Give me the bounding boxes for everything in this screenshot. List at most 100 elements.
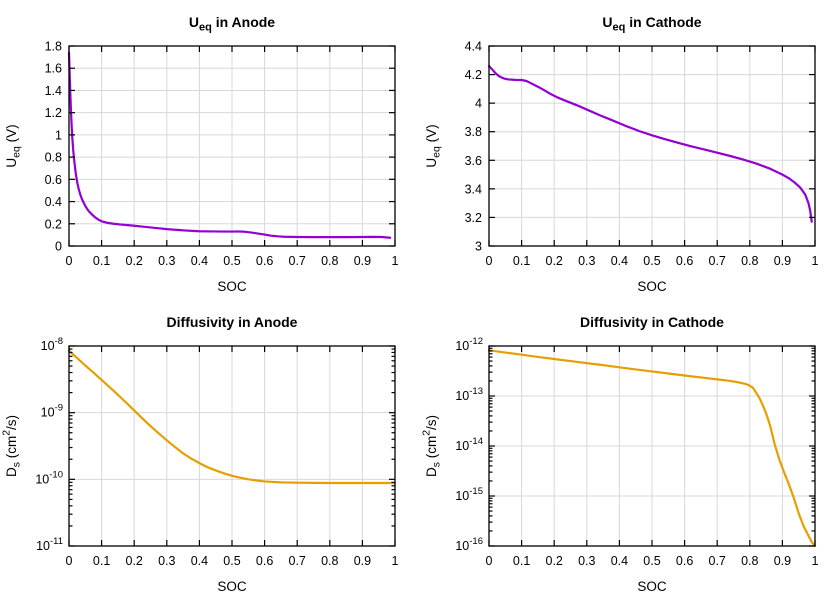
y-axis-label: Ds (cm2/s) <box>421 415 443 477</box>
svg-text:0.6: 0.6 <box>676 254 693 268</box>
chart-ueq-cathode: 0 0.1 0.2 0.3 0.4 0.5 0.6 0.7 0.8 0.9 1 3 3.2 3.4 3.6 3… <box>424 14 819 294</box>
x-axis-label: SOC <box>637 279 667 294</box>
svg-text:0.2: 0.2 <box>546 554 563 568</box>
svg-text:3.8: 3.8 <box>465 125 482 139</box>
svg-text:10-9: 10-9 <box>41 403 63 420</box>
tick-marks <box>68 45 396 247</box>
tick-marks <box>68 345 396 547</box>
y-axis-label: Ueq (V) <box>4 124 23 167</box>
x-tick-labels: 0 0.1 0.2 0.3 0.4 0.5 0.6 0.7 0.8 0.9 1 <box>66 254 399 268</box>
svg-text:10-10: 10-10 <box>35 469 63 486</box>
svg-text:1: 1 <box>55 128 62 142</box>
svg-text:0.4: 0.4 <box>611 554 628 568</box>
svg-text:10-15: 10-15 <box>455 486 483 503</box>
svg-text:10-8: 10-8 <box>41 336 63 353</box>
svg-text:10-13: 10-13 <box>455 386 483 403</box>
svg-text:0.3: 0.3 <box>578 254 595 268</box>
svg-text:0.2: 0.2 <box>546 254 563 268</box>
svg-text:0.1: 0.1 <box>513 554 530 568</box>
svg-text:1: 1 <box>392 554 399 568</box>
svg-text:0.8: 0.8 <box>321 254 338 268</box>
subplot-ueq-anode: 0 0.1 0.2 0.3 0.4 0.5 0.6 0.7 0.8 0.9 1 0 0.2 0.4 0.6 0… <box>0 0 420 300</box>
svg-text:1.6: 1.6 <box>45 62 62 76</box>
svg-text:0: 0 <box>486 254 493 268</box>
svg-text:0.5: 0.5 <box>643 254 660 268</box>
grid-lines <box>69 346 395 546</box>
svg-text:3.6: 3.6 <box>465 154 482 168</box>
svg-text:0.6: 0.6 <box>256 554 273 568</box>
curve-ueq-cathode <box>487 64 813 223</box>
svg-text:3: 3 <box>475 240 482 254</box>
grid-lines <box>489 46 815 246</box>
svg-text:0: 0 <box>66 254 73 268</box>
chart-diffusivity-anode: 0 0.1 0.2 0.3 0.4 0.5 0.6 0.7 0.8 0.9 110-810-910-… <box>1 314 399 594</box>
svg-text:0: 0 <box>55 240 62 254</box>
svg-text:0.1: 0.1 <box>513 254 530 268</box>
x-axis-label: SOC <box>217 579 247 594</box>
svg-text:0.1: 0.1 <box>93 554 110 568</box>
subplot-diffusivity-cathode: 0 0.1 0.2 0.3 0.4 0.5 0.6 0.7 0.8 0.9 1 10-12 10-13 1… <box>420 300 840 600</box>
svg-text:10-14: 10-14 <box>455 436 483 453</box>
svg-text:3.2: 3.2 <box>465 211 482 225</box>
svg-text:0.8: 0.8 <box>741 554 758 568</box>
svg-text:0.7: 0.7 <box>709 554 726 568</box>
svg-text:4.2: 4.2 <box>465 68 482 82</box>
svg-text:10-11: 10-11 <box>36 536 63 553</box>
y-tick-labels: 10-8 10-9 10-10 10-11 <box>35 336 63 553</box>
svg-text:10-12: 10-12 <box>455 336 483 353</box>
svg-text:0.4: 0.4 <box>611 254 628 268</box>
chart-title: Diffusivity in Cathode <box>580 314 724 330</box>
svg-text:0.5: 0.5 <box>643 554 660 568</box>
svg-text:0.2: 0.2 <box>126 554 143 568</box>
y-axis-label: Ds (cm2/s) <box>1 415 23 477</box>
grid-lines <box>489 346 815 546</box>
svg-text:0.7: 0.7 <box>289 254 306 268</box>
svg-text:1: 1 <box>812 554 819 568</box>
x-tick-labels: 0 0.1 0.2 0.3 0.4 0.5 0.6 0.7 0.8 0.9 1 <box>486 254 819 268</box>
svg-text:0.9: 0.9 <box>354 554 371 568</box>
svg-text:4.4: 4.4 <box>465 40 482 54</box>
chart-title: Diffusivity in Anode <box>167 314 298 330</box>
svg-text:0: 0 <box>66 554 73 568</box>
svg-text:0.7: 0.7 <box>289 554 306 568</box>
chart-title: Ueq in Cathode <box>602 14 701 34</box>
curve-ueq-anode <box>67 51 392 239</box>
svg-text:0.7: 0.7 <box>709 254 726 268</box>
svg-text:0.4: 0.4 <box>45 195 62 209</box>
subplot-diffusivity-anode: 0 0.1 0.2 0.3 0.4 0.5 0.6 0.7 0.8 0.9 1 10-8 10-9 10-… <box>0 300 420 600</box>
svg-text:10-16: 10-16 <box>455 536 483 553</box>
svg-text:0.1: 0.1 <box>93 254 110 268</box>
curve-ds-cathode <box>487 349 817 548</box>
svg-text:1: 1 <box>392 254 399 268</box>
y-tick-labels: 3 3.2 3.4 3.6 3.8 4 4.2 4.4 <box>465 40 482 254</box>
svg-text:0.3: 0.3 <box>158 554 175 568</box>
x-tick-labels: 0 0.1 0.2 0.3 0.4 0.5 0.6 0.7 0.8 0.9 1 <box>486 554 819 568</box>
svg-text:0.9: 0.9 <box>354 254 371 268</box>
svg-text:0.6: 0.6 <box>676 554 693 568</box>
y-tick-labels: 0 0.2 0.4 0.6 0.8 1 1.2 1.4 1.6 1.8 <box>45 40 62 254</box>
tick-marks <box>488 45 816 247</box>
y-axis-label: Ueq (V) <box>424 124 443 167</box>
svg-text:0.5: 0.5 <box>223 554 240 568</box>
svg-text:0.3: 0.3 <box>578 554 595 568</box>
svg-text:0.9: 0.9 <box>774 254 791 268</box>
svg-text:0.8: 0.8 <box>321 554 338 568</box>
chart-ueq-anode: 0 0.1 0.2 0.3 0.4 0.5 0.6 0.7 0.8 0.9 100.20.40.60… <box>4 14 399 294</box>
grid-lines <box>69 46 395 246</box>
svg-text:0.6: 0.6 <box>45 173 62 187</box>
x-axis-label: SOC <box>217 279 247 294</box>
svg-text:0.2: 0.2 <box>126 254 143 268</box>
svg-text:1.2: 1.2 <box>45 106 62 120</box>
subplot-ueq-cathode: 0 0.1 0.2 0.3 0.4 0.5 0.6 0.7 0.8 0.9 1 3 3.2 3.4 3.6 3… <box>420 0 840 300</box>
svg-text:0.8: 0.8 <box>741 254 758 268</box>
x-axis-label: SOC <box>637 579 667 594</box>
svg-text:3.4: 3.4 <box>465 182 482 196</box>
svg-text:0.3: 0.3 <box>158 254 175 268</box>
chart-diffusivity-cathode: 0 0.1 0.2 0.3 0.4 0.5 0.6 0.7 0.8 0.9 110-1210-131… <box>421 314 819 594</box>
svg-text:0.5: 0.5 <box>223 254 240 268</box>
svg-text:0.6: 0.6 <box>256 254 273 268</box>
svg-text:0.4: 0.4 <box>191 554 208 568</box>
svg-text:1: 1 <box>812 254 819 268</box>
svg-text:1.8: 1.8 <box>45 40 62 54</box>
